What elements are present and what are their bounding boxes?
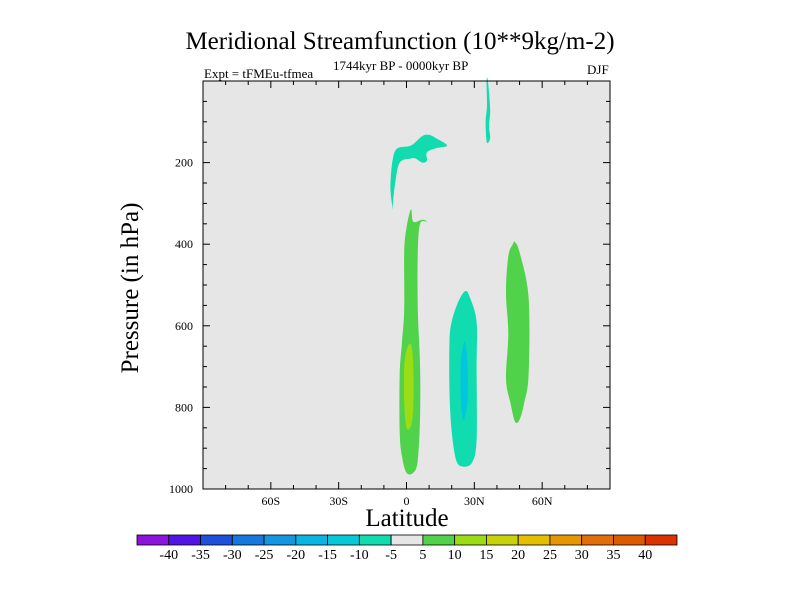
nh-negative-core — [460, 340, 468, 421]
colorbar-label: -40 — [159, 548, 178, 563]
chart-title: Meridional Streamfunction (10**9kg/m-2) — [185, 28, 615, 55]
colorbar-label: 10 — [448, 548, 462, 563]
x-axis-label: Latitude — [365, 505, 449, 532]
colorbar-box — [517, 534, 551, 546]
y-tick-label: 1000 — [169, 482, 193, 496]
colorbar-label: 5 — [419, 548, 426, 563]
season-subtitle: DJF — [587, 62, 609, 77]
contour-regions — [390, 77, 530, 475]
colorbar-box — [295, 534, 328, 546]
colorbar-box — [136, 534, 170, 546]
colorbar-box — [422, 534, 456, 546]
colorbar-box — [581, 534, 614, 546]
x-tick-label: 60S — [261, 494, 280, 508]
y-tick-label: 800 — [175, 400, 193, 414]
colorbar-label: -20 — [286, 548, 305, 563]
y-tick-label: 200 — [175, 156, 193, 170]
x-tick-label: 30N — [464, 494, 485, 508]
x-tick-label: 0 — [404, 494, 410, 508]
colorbar-box — [327, 534, 360, 546]
colorbar-label: -15 — [318, 548, 337, 563]
colorbar-label: -25 — [255, 548, 274, 563]
thin-negative-plume — [485, 77, 491, 144]
colorbar-box — [358, 534, 392, 546]
x-tick-label: 30S — [329, 494, 348, 508]
colorbar-box — [454, 534, 487, 546]
colorbar-label: 15 — [479, 548, 493, 563]
colorbar-label: -35 — [191, 548, 210, 563]
x-tick-label: 60N — [532, 494, 553, 508]
y-tick-label: 400 — [175, 237, 193, 251]
equatorial-positive-core — [403, 343, 414, 430]
colorbar-label: 20 — [511, 548, 525, 563]
colorbar-label: -5 — [385, 548, 397, 563]
colorbar-box — [231, 534, 265, 546]
colorbar-label: 40 — [638, 548, 652, 563]
upper-negative-cell — [390, 134, 448, 210]
colorbar-box — [644, 534, 678, 546]
colorbar-label: 30 — [575, 548, 589, 563]
colorbar-box — [200, 534, 233, 546]
time-range-subtitle: 1744kyr BP - 0000kyr BP — [333, 58, 469, 73]
colorbar-box — [549, 534, 583, 546]
experiment-subtitle: Expt = tFMEu-tfmea — [204, 66, 314, 81]
colorbar-label: 35 — [606, 548, 620, 563]
colorbar-box — [390, 534, 424, 546]
colorbar-box — [263, 534, 297, 546]
colorbar-label: -10 — [350, 548, 369, 563]
nh-positive-cell — [505, 241, 530, 424]
colorbar-box — [486, 534, 519, 546]
colorbar-label: -30 — [223, 548, 242, 563]
colorbar: -40 -35 -30 -25 -20 -15 -10 -5 5 10 15 20 25 30 35 40 — [136, 534, 678, 563]
colorbar-box — [168, 534, 201, 546]
colorbar-box — [613, 534, 646, 546]
y-tick-label: 600 — [175, 319, 193, 333]
axis-ticks: 60S 30S 0 30N 60N 200 400 600 800 1000 — [169, 81, 610, 508]
colorbar-label: 25 — [543, 548, 557, 563]
